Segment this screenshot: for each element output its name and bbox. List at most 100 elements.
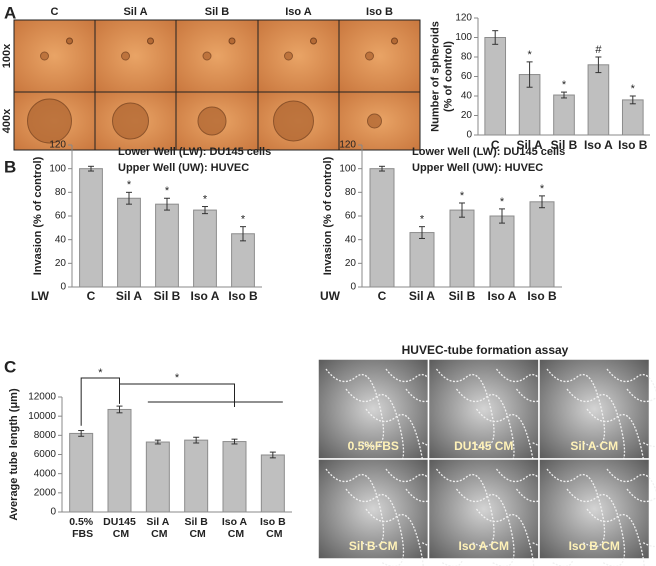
significance-mark: *: [631, 83, 636, 95]
significance-label: *: [175, 372, 180, 384]
x-tick-label-line: 0.5%: [69, 516, 94, 528]
y-axis-label: Invasion (% of control): [322, 156, 334, 275]
x-tick-label-line: CM: [148, 528, 168, 540]
bar: [484, 37, 507, 136]
y-tick-label: 0: [350, 282, 356, 293]
error-bar: [231, 438, 238, 445]
bar: [489, 215, 515, 288]
micrograph-label: Sil A CM: [570, 439, 618, 453]
bar: [117, 197, 141, 288]
y-tick-label: 4000: [34, 468, 57, 479]
error-bar: [78, 430, 85, 437]
chart-header: Upper Well (UW): HUVEC: [412, 162, 543, 174]
significance-mark: *: [420, 214, 425, 226]
x-tick-label: Iso B: [228, 289, 258, 303]
y-tick-label: 12000: [28, 392, 56, 403]
micrograph: [13, 19, 96, 93]
chart-header: Lower Well (LW): DU145 cells: [118, 146, 271, 158]
spheroid: [273, 100, 314, 142]
y-tick-label: 120: [49, 140, 66, 151]
x-tick-label: C: [378, 289, 387, 303]
y-tick-label: 40: [345, 234, 357, 245]
y-tick-label: 10000: [28, 411, 56, 422]
spheroid: [197, 106, 227, 136]
micrograph: [338, 19, 421, 93]
error-bar: [116, 405, 123, 414]
spheroid: [66, 37, 73, 45]
significance-mark: #: [595, 44, 602, 56]
y-tick-label: 100: [455, 32, 472, 43]
y-tick-label: 60: [461, 71, 473, 82]
micrograph: [317, 358, 430, 460]
micrograph: [94, 91, 177, 151]
micrograph: [317, 458, 430, 560]
spheroid: [284, 51, 293, 61]
spheroid: [202, 51, 212, 61]
x-tick-label: Sil B: [449, 289, 476, 303]
column-label: Iso A: [285, 6, 312, 18]
x-tick-label: Sil B: [551, 138, 578, 152]
y-tick-label: 80: [55, 187, 67, 198]
significance-bracket: [119, 383, 235, 407]
significance-mark: *: [540, 183, 545, 195]
x-tick-label: Iso A: [488, 289, 517, 303]
error-bar: [492, 30, 499, 45]
error-bar: [154, 439, 161, 445]
y-tick-label: 0: [60, 282, 66, 293]
spheroid: [112, 102, 149, 140]
micrograph: [427, 358, 540, 460]
micrograph: [94, 19, 177, 93]
y-tick-label: 6000: [34, 449, 57, 460]
significance-mark: *: [203, 193, 208, 205]
y-tick-label: 60: [55, 211, 67, 222]
significance-mark: *: [127, 179, 132, 191]
axis-prefix: LW: [31, 289, 50, 303]
significance-mark: *: [527, 49, 532, 61]
y-tick-label: 20: [55, 258, 67, 269]
bar: [231, 233, 255, 288]
axis-prefix: UW: [320, 289, 341, 303]
y-tick-label: 80: [345, 187, 357, 198]
x-tick-label: Sil A: [409, 289, 436, 303]
bar: [79, 168, 103, 288]
error-bar: [269, 451, 276, 459]
x-tick-label-line: Iso A: [222, 516, 248, 528]
x-tick-label-line: Sil B: [184, 516, 208, 528]
x-tick-label: Sil A CM: [146, 516, 169, 540]
error-bar: [240, 226, 246, 242]
micrograph: [427, 458, 540, 560]
bar: [409, 232, 435, 288]
x-tick-label-line: CM: [263, 528, 283, 540]
error-bar: [629, 95, 636, 105]
error-bar: [459, 202, 465, 218]
error-bar: [595, 56, 602, 74]
x-tick-label: Sil B: [154, 289, 181, 303]
spheroid: [40, 51, 49, 61]
error-bar: [193, 436, 200, 444]
column-label: Iso B: [366, 6, 393, 18]
panel-label: C: [4, 357, 16, 376]
spheroid: [121, 51, 130, 61]
spheroid: [391, 37, 398, 45]
x-tick-label: C: [87, 289, 96, 303]
significance-label: *: [98, 367, 103, 379]
micrograph: [175, 19, 259, 93]
spheroid: [27, 98, 72, 144]
y-tick-label: 0: [466, 130, 472, 141]
micrograph-label: Iso B CM: [569, 539, 620, 553]
y-tick-label: 60: [345, 211, 357, 222]
micrograph-label: Sil B CM: [349, 539, 398, 553]
error-bar: [202, 206, 208, 215]
significance-mark: *: [241, 214, 246, 226]
x-tick-label-line: CM: [225, 528, 245, 540]
y-axis-label: Average tube length (μm): [8, 388, 20, 521]
spheroid: [367, 113, 382, 129]
row-label: 400x: [1, 108, 13, 133]
x-tick-label: Sil A: [116, 289, 143, 303]
y-tick-label: 20: [461, 110, 473, 121]
chart-header: Upper Well (UW): HUVEC: [118, 162, 249, 174]
significance-mark: *: [500, 196, 505, 208]
x-tick-label: Iso A: [584, 138, 613, 152]
x-tick-label: Iso B: [527, 289, 557, 303]
y-tick-label: 100: [339, 163, 356, 174]
